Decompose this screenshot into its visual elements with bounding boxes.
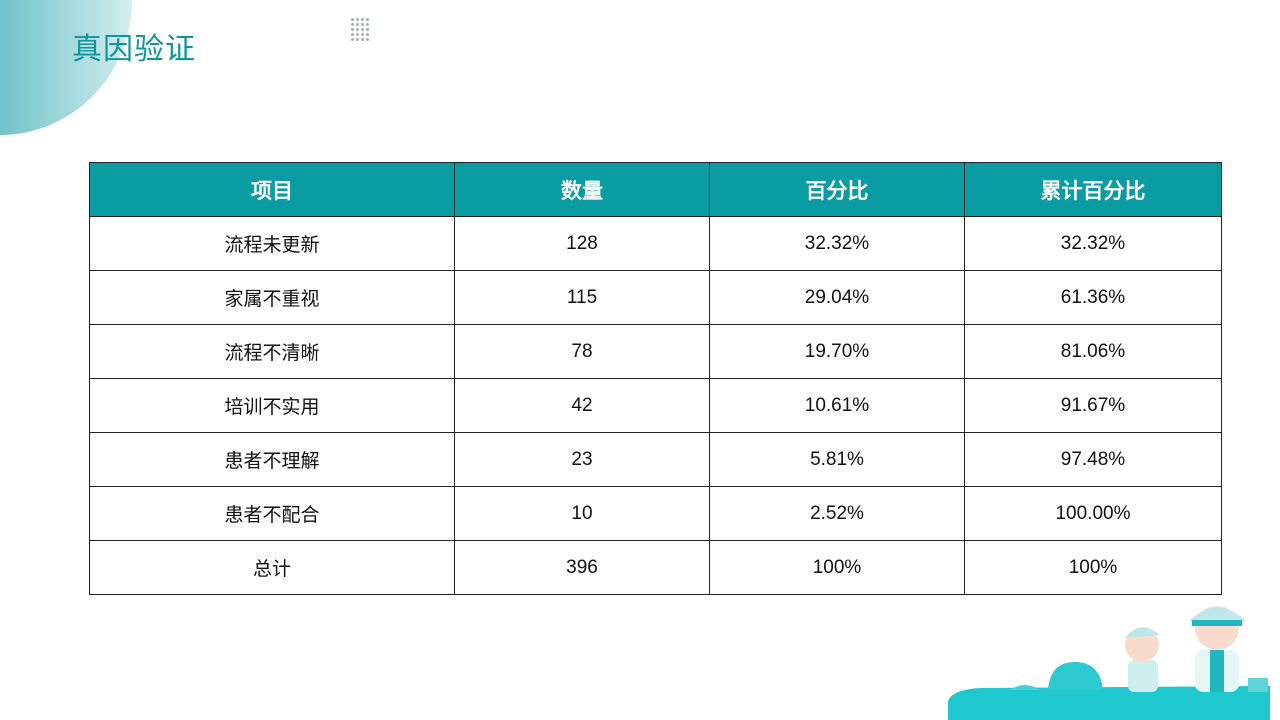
cell-count: 115 [454, 270, 710, 325]
cell-percent: 32.32% [709, 216, 965, 271]
cell-cumulative-percent: 61.36% [964, 270, 1222, 325]
column-header-item: 项目 [89, 162, 455, 217]
cell-count: 23 [454, 432, 710, 487]
cell-cumulative-percent: 91.67% [964, 378, 1222, 433]
table-row: 流程不清晰 78 19.70% 81.06% [89, 324, 1222, 379]
cell-item: 总计 [89, 540, 455, 595]
cell-item: 培训不实用 [89, 378, 455, 433]
cell-item: 患者不配合 [89, 486, 455, 541]
cell-item: 流程未更新 [89, 216, 455, 271]
table-row: 患者不配合 10 2.52% 100.00% [89, 486, 1222, 541]
cell-item: 患者不理解 [89, 432, 455, 487]
cell-percent: 19.70% [709, 324, 965, 379]
root-cause-table: 项目 数量 百分比 累计百分比 流程未更新 128 32.32% 32.32% 家属不重视 11… [89, 162, 1222, 595]
cell-percent: 100% [709, 540, 965, 595]
doctor-nurse-illustration [948, 606, 1270, 720]
cell-count: 396 [454, 540, 710, 595]
cell-percent: 2.52% [709, 486, 965, 541]
cell-cumulative-percent: 32.32% [964, 216, 1222, 271]
table-row: 患者不理解 23 5.81% 97.48% [89, 432, 1222, 487]
cell-cumulative-percent: 81.06% [964, 324, 1222, 379]
table-row: 培训不实用 42 10.61% 91.67% [89, 378, 1222, 433]
dot-grid-decoration [351, 18, 369, 41]
column-header-count: 数量 [454, 162, 710, 217]
cell-count: 10 [454, 486, 710, 541]
table-header-row: 项目 数量 百分比 累计百分比 [89, 162, 1222, 217]
table-row: 总计 396 100% 100% [89, 540, 1222, 595]
cell-count: 42 [454, 378, 710, 433]
column-header-percent: 百分比 [709, 162, 965, 217]
column-header-cumulative-percent: 累计百分比 [964, 162, 1222, 217]
cell-cumulative-percent: 100% [964, 540, 1222, 595]
cell-percent: 29.04% [709, 270, 965, 325]
cell-cumulative-percent: 100.00% [964, 486, 1222, 541]
cell-cumulative-percent: 97.48% [964, 432, 1222, 487]
cell-count: 128 [454, 216, 710, 271]
table-row: 家属不重视 115 29.04% 61.36% [89, 270, 1222, 325]
table-row: 流程未更新 128 32.32% 32.32% [89, 216, 1222, 271]
cell-percent: 5.81% [709, 432, 965, 487]
cell-percent: 10.61% [709, 378, 965, 433]
page-title: 真因验证 [72, 33, 196, 66]
cell-item: 家属不重视 [89, 270, 455, 325]
cell-count: 78 [454, 324, 710, 379]
cell-item: 流程不清晰 [89, 324, 455, 379]
